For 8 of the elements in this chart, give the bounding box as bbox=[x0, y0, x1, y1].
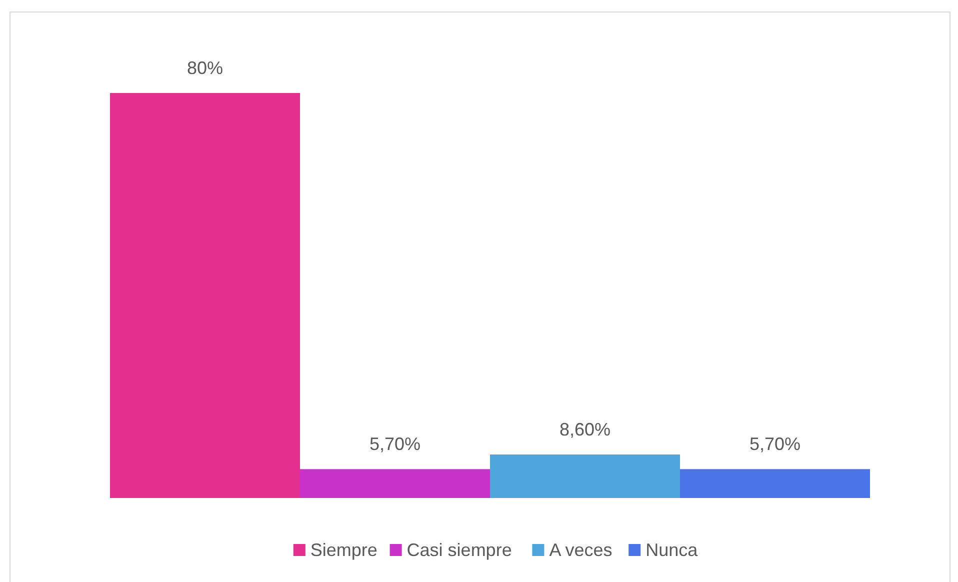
data-label: 8,60% bbox=[559, 419, 611, 440]
data-label: 5,70% bbox=[369, 434, 421, 454]
data-label: 80% bbox=[186, 58, 224, 78]
legend-label: A veces bbox=[549, 540, 612, 560]
legend-label: Casi siempre bbox=[406, 540, 512, 560]
legend-label: Nunca bbox=[646, 540, 699, 560]
legend-label: Siempre bbox=[310, 540, 378, 560]
data-label: 5,70% bbox=[749, 434, 801, 454]
